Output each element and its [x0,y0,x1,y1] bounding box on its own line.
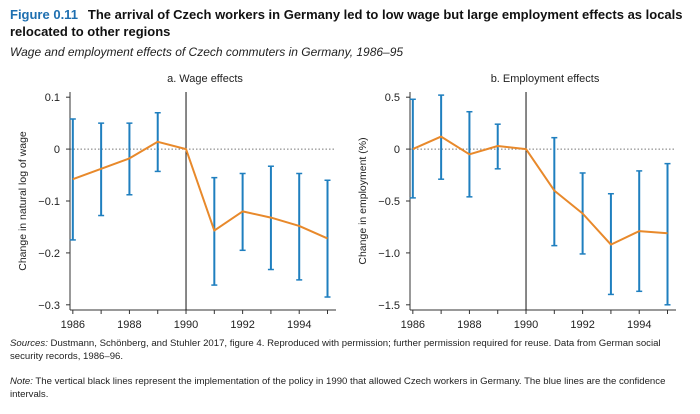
x-tick-label: 1986 [401,319,425,331]
y-tick-label: −0.3 [38,300,60,312]
chart-panel-wage: a. Wage effects Change in natural log of … [17,73,336,331]
note-label: Note: [10,376,33,387]
y-tick-label: −0.1 [38,196,60,208]
y-tick-label: −0.5 [378,196,400,208]
sources-note: Sources: Dustmann, Schönberg, and Stuhle… [10,337,692,363]
x-tick-label: 1986 [61,319,85,331]
panel-title: b. Employment effects [491,73,600,85]
x-tick-label: 1988 [117,319,141,331]
figure-subtitle: Wage and employment effects of Czech com… [10,45,404,59]
y-axis-label: Change in natural log of wage [17,131,29,271]
y-tick-label: −1.5 [378,300,400,312]
figure-title: The arrival of Czech workers in Germany … [10,7,683,39]
x-tick-label: 1994 [627,319,651,331]
x-tick-label: 1992 [230,319,254,331]
x-tick-label: 1988 [457,319,481,331]
x-tick-label: 1992 [570,319,594,331]
x-tick-label: 1990 [174,319,198,331]
estimate-line [72,140,328,240]
sources-text: Dustmann, Schönberg, and Stuhler 2017, f… [10,338,661,362]
y-tick-label: 0.1 [45,92,60,104]
policy-note: Note: The vertical black lines represent… [10,375,692,401]
y-tick-label: 0 [54,144,60,156]
y-tick-label: −0.2 [38,248,60,260]
estimate-line [412,135,668,246]
x-tick-label: 1990 [514,319,538,331]
chart-panel-employment: b. Employment effects Change in employmen… [357,73,676,331]
figure-title-block: Figure 0.11 The arrival of Czech workers … [10,6,692,40]
y-tick-label: −1.0 [378,248,400,260]
figure-label: Figure 0.11 [10,7,78,22]
y-tick-label: 0.5 [385,92,400,104]
panel-title: a. Wage effects [167,73,243,85]
y-tick-label: 0 [394,144,400,156]
note-text: The vertical black lines represent the i… [10,376,666,400]
y-axis-label: Change in employment (%) [357,137,369,264]
x-tick-label: 1994 [287,319,311,331]
sources-label: Sources: [10,338,48,349]
